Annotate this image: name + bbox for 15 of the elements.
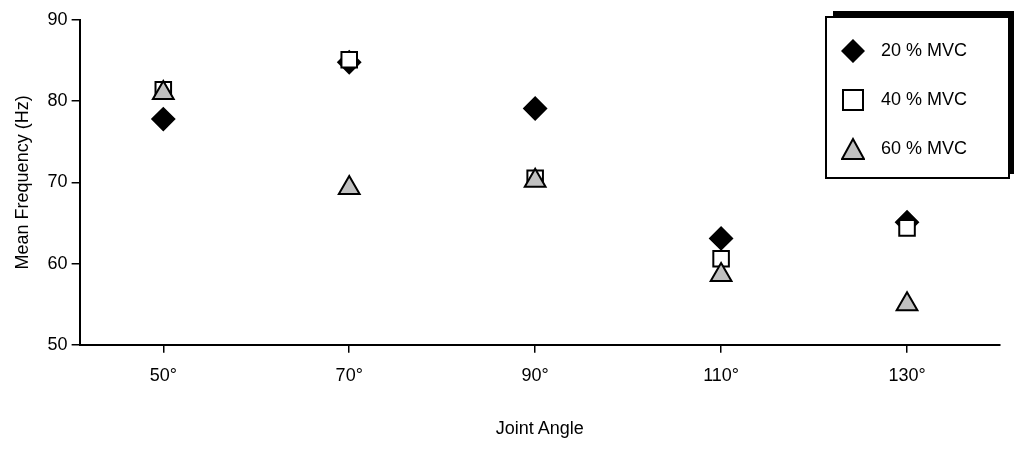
legend-label: 60 % MVC [881,138,968,159]
x-tick-label: 90° [521,364,549,385]
x-tick-label: 50° [149,364,177,385]
legend-label: 40 % MVC [881,89,968,110]
x-tick-label: 110° [703,364,740,385]
y-tick-label: 50 [47,333,68,354]
y-tick-label: 80 [47,90,68,111]
y-tick-label: 60 [47,252,68,273]
x-tick-label: 70° [335,364,363,385]
legend-label: 20 % MVC [881,40,968,61]
y-tick-label: 90 [47,8,68,29]
y-tick-label: 70 [47,171,68,192]
x-tick-label: 130° [888,364,926,385]
y-axis-title: Mean Frequency (Hz) [11,95,32,270]
x-axis-title: Joint Angle [495,418,584,439]
